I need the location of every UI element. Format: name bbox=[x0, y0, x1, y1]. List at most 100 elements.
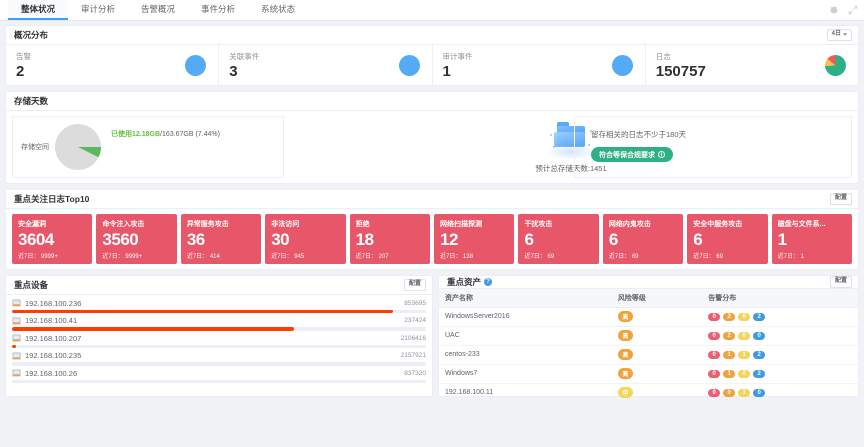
overview-cells: 告警 2 关联事件 3 审计事件 1 日志 150757 bbox=[6, 45, 858, 85]
top10-card-title: 非法访问 bbox=[271, 221, 300, 228]
device-name-group: 192.168.100.236 bbox=[12, 299, 81, 308]
compliance-badge[interactable]: 符合等保合规要求 i bbox=[591, 147, 673, 162]
devices-header: 重点设备 配置 bbox=[6, 276, 432, 295]
top10-card-value: 3604 bbox=[18, 230, 54, 249]
table-row[interactable]: UAC 高 0 2 0 0 bbox=[439, 326, 858, 346]
tab-0[interactable]: 整体状况 bbox=[8, 0, 69, 20]
topbar-icon-group bbox=[829, 0, 858, 20]
asset-risk-cell: 高 bbox=[611, 326, 703, 346]
overview-cell-label: 关联事件 bbox=[229, 52, 260, 61]
top10-card-6[interactable]: 干扰攻击 6 近7日： 69 bbox=[518, 214, 599, 264]
device-row[interactable]: 192.168.100.235 2157921 bbox=[12, 351, 426, 366]
device-row-line: 192.168.100.235 2157921 bbox=[12, 351, 426, 360]
alert-count-badge-0: 0 bbox=[708, 388, 721, 397]
assets-header: 重点资产 ? 配置 bbox=[439, 275, 858, 289]
device-ip: 192.168.100.41 bbox=[25, 316, 78, 326]
table-row[interactable]: 192.168.100.11 中 0 0 1 0 bbox=[439, 383, 858, 403]
alert-count-badge-2: 1 bbox=[738, 388, 751, 397]
storage-panel: 存储天数 存储空间 已使用12.18GB/163.67GB (7.44%) bbox=[5, 91, 859, 184]
overview-cell-2[interactable]: 审计事件 1 bbox=[433, 45, 646, 85]
alert-count-badge-1: 1 bbox=[723, 350, 736, 359]
overview-cell-text: 关联事件 3 bbox=[229, 51, 259, 79]
asset-risk-cell: 高 bbox=[611, 345, 703, 365]
assets-config-label: 配置 bbox=[834, 277, 847, 284]
tab-4[interactable]: 系统状态 bbox=[248, 0, 308, 20]
top10-card-value: 6 bbox=[608, 230, 618, 249]
device-row[interactable]: 192.168.100.236 853695 bbox=[12, 299, 426, 314]
tab-3[interactable]: 事件分析 bbox=[188, 0, 248, 20]
overview-title: 概况分布 bbox=[14, 30, 49, 40]
asset-name: 192.168.100.11 bbox=[439, 383, 612, 403]
overview-cell-value: 150757 bbox=[655, 63, 706, 80]
assets-config-button[interactable]: 配置 bbox=[829, 275, 852, 288]
top10-card-1[interactable]: 命令注入攻击 3560 近7日： 9999+ bbox=[96, 214, 177, 264]
top10-config-label: 配置 bbox=[834, 195, 847, 202]
top10-card-3[interactable]: 非法访问 30 近7日： 945 bbox=[265, 214, 346, 264]
device-bar-fill bbox=[12, 327, 294, 331]
assets-panel: 重点资产 ? 配置 资产名称 风险等级 告警分布 WindowsServer2016… bbox=[438, 274, 859, 403]
table-row[interactable]: centos-233 高 0 1 1 2 bbox=[439, 345, 858, 365]
gear-icon[interactable] bbox=[829, 5, 839, 15]
tab-label: 整体状况 bbox=[21, 4, 56, 14]
top10-card-value: 30 bbox=[271, 230, 290, 249]
top10-card-0[interactable]: 安全漏洞 3604 近7日： 9999+ bbox=[12, 214, 93, 264]
storage-estimate-text: 预计总存储天数:1451 bbox=[535, 164, 607, 173]
device-row[interactable]: 192.168.100.26 837320 bbox=[12, 369, 426, 384]
compliance-note-text: 留存相关的日志不少于180天 bbox=[591, 130, 687, 139]
top10-card-5[interactable]: 网络扫描探测 12 近7日： 138 bbox=[434, 214, 515, 264]
assets-table-body: WindowsServer2016 高 0 2 0 2 UAC 高 0 2 0 0 centos-233… bbox=[439, 307, 858, 403]
folder-icon bbox=[544, 120, 598, 160]
top10-card-title: 网络扫描探测 bbox=[440, 221, 483, 228]
top10-card-sub: 近7日： 69 bbox=[608, 253, 639, 260]
top10-card-sub: 近7日： 1 bbox=[777, 253, 804, 260]
storage-estimate-box: 预计总存储天数:1451 bbox=[290, 116, 852, 178]
overview-cell-3[interactable]: 日志 150757 bbox=[646, 45, 858, 85]
table-row[interactable]: WindowsServer2016 高 0 2 0 2 bbox=[439, 307, 858, 327]
top10-title: 重点关注日志Top10 bbox=[14, 194, 90, 204]
storage-used-value: 已使用12.18GB bbox=[111, 131, 161, 138]
top10-card-2[interactable]: 异常服务攻击 36 近7日： 414 bbox=[180, 214, 262, 264]
top10-card-title: 拒绝 bbox=[355, 221, 370, 228]
overview-cell-0[interactable]: 告警 2 bbox=[6, 45, 220, 85]
overview-cell-value: 1 bbox=[442, 63, 451, 80]
alert-count-badge-3: 0 bbox=[753, 331, 766, 340]
top10-card-7[interactable]: 网络内鬼攻击 6 近7日： 69 bbox=[602, 214, 684, 264]
tab-label: 系统状态 bbox=[261, 4, 296, 14]
device-name-group: 192.168.100.207 bbox=[12, 334, 81, 343]
device-row[interactable]: 192.168.100.41 237424 bbox=[12, 316, 426, 331]
tab-2[interactable]: 告警概况 bbox=[128, 0, 188, 20]
risk-badge: 高 bbox=[617, 311, 633, 323]
alert-count-badge-3: 0 bbox=[753, 388, 766, 397]
alert-count-badge-0: 0 bbox=[708, 312, 721, 321]
top10-card-sub: 近7日： 69 bbox=[524, 253, 555, 260]
overview-cell-text: 日志 150757 bbox=[656, 51, 706, 79]
overview-cell-1[interactable]: 关联事件 3 bbox=[219, 45, 433, 85]
help-icon[interactable]: ? bbox=[484, 277, 493, 286]
period-selector[interactable]: 4日 bbox=[826, 29, 852, 41]
computer-icon bbox=[12, 369, 21, 377]
assets-header-actions: 配置 bbox=[829, 275, 852, 288]
storage-compliance-box: 留存相关的日志不少于180天 符合等保合规要求 i bbox=[574, 116, 852, 178]
top10-config-button[interactable]: 配置 bbox=[829, 193, 852, 205]
storage-space-box: 存储空间 已使用12.18GB/163.67GB (7.44%) bbox=[12, 116, 284, 178]
top10-card-value: 18 bbox=[355, 230, 374, 249]
table-row[interactable]: Windows7 高 0 1 0 2 bbox=[439, 364, 858, 384]
tab-1[interactable]: 审计分析 bbox=[68, 0, 128, 20]
devices-config-button[interactable]: 配置 bbox=[403, 278, 426, 291]
device-row-line: 192.168.100.207 2106416 bbox=[12, 334, 426, 343]
overview-pie-chart bbox=[825, 54, 846, 76]
expand-icon[interactable] bbox=[848, 5, 858, 15]
top10-card-9[interactable]: 磁盘与文件系... 1 近7日： 1 bbox=[771, 214, 853, 264]
device-row[interactable]: 192.168.100.207 2106416 bbox=[12, 334, 426, 349]
alert-count-badge-3: 2 bbox=[753, 312, 766, 321]
top10-card-value: 36 bbox=[186, 230, 205, 249]
devices-panel: 重点设备 配置 192.168.100.236 853695 192.168.100… bbox=[5, 274, 433, 397]
top10-card-4[interactable]: 拒绝 18 近7日： 207 bbox=[349, 214, 431, 264]
storage-pie-chart bbox=[55, 124, 101, 170]
top10-card-8[interactable]: 安全中服务攻击 6 近7日： 69 bbox=[687, 214, 768, 264]
overview-cell-label: 日志 bbox=[655, 52, 671, 61]
assets-header-row: 资产名称 风险等级 告警分布 bbox=[439, 288, 858, 308]
